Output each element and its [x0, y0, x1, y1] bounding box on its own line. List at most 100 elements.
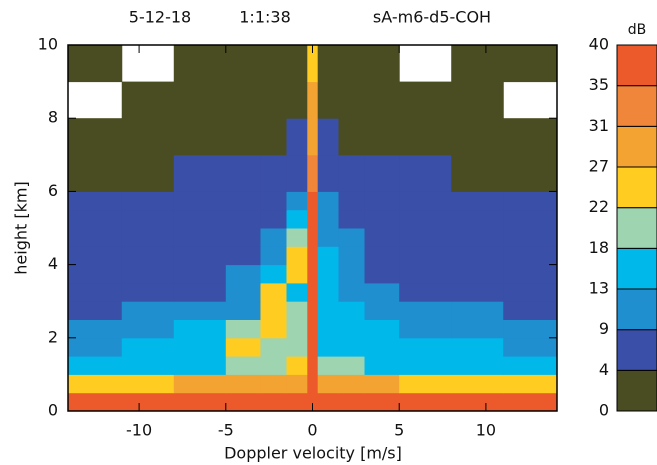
contour-cell: [286, 246, 308, 266]
contour-cell: [399, 301, 452, 320]
contour-cell: [503, 319, 558, 339]
contour-cell: [260, 209, 287, 229]
contour-cell: [260, 356, 287, 375]
contour-cell: [503, 337, 558, 357]
x-tick-label: 5: [394, 421, 404, 440]
contour-cell: [286, 319, 308, 339]
contour-cell: [286, 392, 308, 412]
contour-cell: [451, 228, 504, 247]
contour-cell: [364, 154, 400, 192]
contour-cell: [399, 337, 452, 357]
contour-cell: [173, 81, 227, 119]
contour-cell: [225, 282, 261, 302]
contour-cell: [451, 264, 504, 284]
contour-cell: [317, 154, 340, 192]
contour-cell: [260, 337, 287, 357]
contour-cell: [260, 45, 287, 83]
contour-cell: [307, 118, 319, 156]
contour-cell: [68, 264, 123, 284]
colorbar-tick-label: 9: [599, 319, 609, 338]
contour-cell: [68, 392, 123, 412]
contour-cell: [317, 209, 340, 229]
contour-cell: [225, 191, 261, 211]
contour-cell: [338, 228, 366, 247]
contour-cell: [286, 282, 308, 302]
contour-cell: [364, 282, 400, 302]
contour-cell: [399, 356, 452, 375]
contour-cell: [338, 301, 366, 320]
colorbar-tick-label: 22: [589, 197, 609, 216]
contour-cell: [307, 246, 319, 266]
contour-cell: [451, 282, 504, 302]
contour-cell: [286, 45, 308, 83]
contour-cell: [399, 374, 452, 394]
contour-cell: [338, 337, 366, 357]
contour-cell: [307, 301, 319, 320]
contour-cell: [173, 337, 227, 357]
x-tick-label: 0: [307, 421, 317, 440]
contour-cell: [68, 154, 123, 192]
contour-cell: [286, 81, 308, 119]
contour-cell: [338, 356, 366, 375]
colorbar-band: [616, 369, 657, 412]
contour-cell: [225, 118, 261, 156]
contour-cell: [451, 301, 504, 320]
contour-cell: [451, 319, 504, 339]
contour-cell: [68, 319, 123, 339]
contour-cell: [121, 246, 175, 266]
title-mode: sA-m6-d5-COH: [373, 8, 491, 27]
contour-cell: [260, 118, 287, 156]
contour-cell: [173, 319, 227, 339]
contour-cell: [225, 209, 261, 229]
contour-cell: [286, 356, 308, 375]
contour-cell: [451, 209, 504, 229]
contour-cell: [399, 319, 452, 339]
contour-cell: [317, 392, 340, 412]
y-tick-label: 2: [48, 327, 58, 346]
contour-cell: [260, 191, 287, 211]
y-tick-label: 4: [48, 254, 58, 273]
contour-cell: [364, 319, 400, 339]
contour-cell: [307, 81, 319, 119]
contour-cell: [399, 246, 452, 266]
contour-cell: [121, 356, 175, 375]
contour-cell: [225, 374, 261, 394]
contour-cell: [286, 264, 308, 284]
contour-cell: [225, 45, 261, 83]
contour-cell: [399, 154, 452, 192]
x-tick-label: -10: [126, 421, 152, 440]
contour-cell: [225, 264, 261, 284]
contour-cell: [260, 246, 287, 266]
colorbar-band: [616, 247, 657, 290]
contour-cell: [399, 209, 452, 229]
contour-cell: [503, 264, 558, 284]
colorbar-band: [616, 329, 657, 371]
contour-cell: [451, 337, 504, 357]
contour-cell: [364, 191, 400, 211]
y-tick-label: 10: [38, 35, 58, 54]
colorbar-band: [616, 85, 657, 127]
contour-cell: [317, 337, 340, 357]
colorbar-tick-label: 18: [589, 238, 609, 257]
contour-cell: [338, 209, 366, 229]
contour-cell: [225, 154, 261, 192]
contour-cell: [503, 209, 558, 229]
x-axis-label: Doppler velocity [m/s]: [224, 444, 402, 463]
contour-cell: [260, 301, 287, 320]
contour-cell: [173, 246, 227, 266]
x-tick-label: -5: [218, 421, 234, 440]
contour-cell: [286, 209, 308, 229]
contour-cell: [364, 118, 400, 156]
contour-cell: [307, 319, 319, 339]
contour-cell: [399, 191, 452, 211]
contour-cell: [364, 45, 400, 83]
contour-cell: [225, 319, 261, 339]
colorbar-band: [616, 288, 657, 331]
title-date: 5-12-18: [129, 8, 191, 27]
contour-cell: [503, 374, 558, 394]
contour-cell: [121, 264, 175, 284]
contour-cell: [338, 45, 366, 83]
contour-cell: [68, 246, 123, 266]
contour-cell: [173, 392, 227, 412]
contour-cell: [260, 228, 287, 247]
